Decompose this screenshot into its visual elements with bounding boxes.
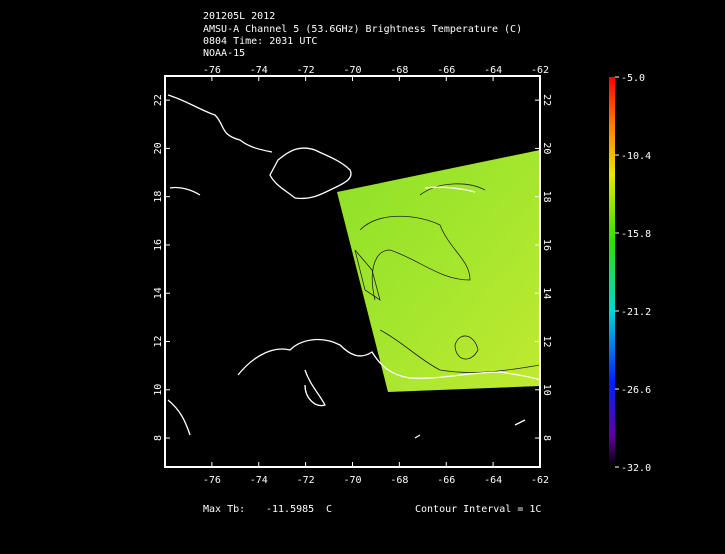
y-tick-label: 16: [541, 239, 552, 251]
data-swath: [337, 150, 540, 392]
footer-value: -11.5985: [266, 504, 314, 515]
y-tick-label: 14: [153, 287, 164, 299]
x-tick-label: -62: [531, 65, 549, 76]
colorbar-tick-label: -32.0: [621, 463, 651, 474]
colorbar-tick-label: -10.4: [621, 151, 651, 162]
x-tick-label: -68: [390, 65, 408, 76]
header-line: NOAA-15: [203, 48, 245, 59]
y-tick-label: 22: [541, 94, 552, 106]
x-tick-label: -74: [250, 475, 268, 486]
x-tick-label: -64: [484, 65, 502, 76]
x-tick-label: -64: [484, 475, 502, 486]
y-tick-label: 16: [153, 239, 164, 251]
header-line: AMSU-A Channel 5 (53.6GHz) Brightness Te…: [203, 24, 522, 35]
y-tick-label: 10: [153, 384, 164, 396]
x-tick-label: -72: [297, 65, 315, 76]
colorbar-tick-label: -26.6: [621, 385, 651, 396]
colorbar-tick-label: -15.8: [621, 229, 651, 240]
colorbar-tick-label: -21.2: [621, 307, 651, 318]
header: 201205L 2012 AMSU-A Channel 5 (53.6GHz) …: [203, 11, 522, 59]
y-tick-label: 18: [153, 191, 164, 203]
y-tick-label: 22: [153, 94, 164, 106]
footer-contour: Contour Interval = 1C: [415, 504, 541, 515]
x-tick-label: -66: [437, 475, 455, 486]
x-tick-label: -72: [297, 475, 315, 486]
y-tick-label: 8: [153, 435, 164, 441]
y-tick-label: 18: [541, 191, 552, 203]
header-line: 0804 Time: 2031 UTC: [203, 36, 317, 47]
y-tick-label: 20: [541, 142, 552, 154]
coastlines: [167, 94, 541, 439]
footer-label: Max Tb:: [203, 504, 245, 515]
footer: Max Tb: -11.5985 C Contour Interval = 1C: [203, 504, 541, 515]
y-tick-label: 12: [153, 335, 164, 347]
x-tick-label: -70: [343, 475, 361, 486]
colorbar-tick-label: -5.0: [621, 73, 645, 84]
y-tick-label: 12: [541, 335, 552, 347]
y-tick-label: 20: [153, 142, 164, 154]
x-tick-label: -66: [437, 65, 455, 76]
x-tick-label: -76: [203, 475, 221, 486]
x-tick-label: -76: [203, 65, 221, 76]
y-tick-label: 14: [541, 287, 552, 299]
x-tick-label: -62: [531, 475, 549, 486]
colorbar: [609, 77, 615, 467]
footer-unit: C: [326, 504, 332, 515]
y-tick-label: 10: [541, 384, 552, 396]
x-tick-label: -68: [390, 475, 408, 486]
x-tick-label: -74: [250, 65, 268, 76]
header-line: 201205L 2012: [203, 11, 275, 22]
y-tick-label: 8: [541, 435, 552, 441]
contours: [354, 183, 541, 373]
x-tick-label: -70: [343, 65, 361, 76]
